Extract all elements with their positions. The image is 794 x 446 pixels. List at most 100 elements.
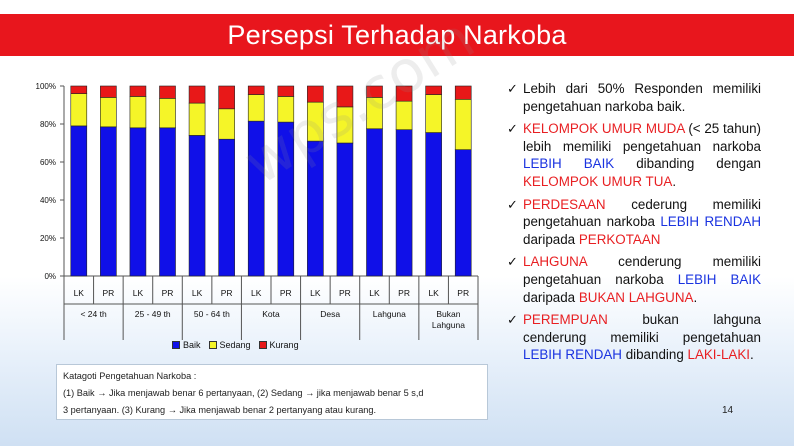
bullet-text: bukan lahguna cenderung memiliki pengeta… [523, 312, 761, 345]
bar-baik-13 [454, 149, 472, 277]
bullet-text: dibanding [621, 347, 688, 363]
bar-sedang-13 [454, 98, 472, 150]
bar-sedang-11 [395, 100, 413, 131]
legend-label: Baik [183, 340, 201, 350]
bullet-text: LEBIH RENDAH [660, 214, 761, 230]
bullet-text: PEREMPUAN [523, 312, 608, 328]
bar-sedang-10 [366, 97, 383, 130]
bar-kurang-10 [366, 85, 383, 98]
group-label: Kota [262, 309, 280, 319]
bullet-text: LAKI-LAKI [687, 347, 751, 363]
bar-kurang-7 [277, 85, 295, 97]
bar-baik-12 [425, 132, 442, 277]
bullet-text: Lebih dari 50% Responden memiliki penget… [523, 81, 761, 114]
bullet-text: (< 25 tahun) lebih memiliki pengetahuan … [523, 121, 761, 154]
group-label: Desa [320, 309, 340, 319]
checkmark-icon: ✓ [507, 312, 518, 328]
bar-sedang-9 [336, 106, 354, 144]
bullet-text: KELOMPOK UMUR TUA [523, 173, 673, 189]
bar-sedang-0 [70, 93, 88, 127]
bar-baik-2 [129, 127, 147, 277]
bar-kurang-8 [307, 85, 324, 103]
legend-label: Sedang [219, 340, 251, 350]
note-line-1: Katagoti Pengetahuan Narkoba : [63, 371, 197, 381]
bullet-item: ✓ LAHGUNA cenderung memiliki pengetahuan … [507, 253, 761, 306]
bar-baik-9 [336, 142, 354, 277]
x-tick-label: LK [133, 288, 144, 298]
x-tick-label: PR [280, 288, 292, 298]
legend-swatch [172, 341, 180, 349]
bar-sedang-3 [159, 98, 176, 129]
group-label: < 24 th [80, 309, 107, 319]
category-note: Katagoti Pengetahuan Narkoba : (1) Baik … [56, 364, 488, 420]
y-tick-label: 40% [40, 196, 56, 205]
bullet-text: . [672, 173, 677, 189]
bullet-item: ✓ Lebih dari 50% Responden memiliki penge… [507, 80, 761, 115]
checkmark-icon: ✓ [507, 196, 518, 212]
bullet-text: . [750, 347, 754, 363]
bar-kurang-4 [188, 85, 206, 104]
bar-sedang-8 [307, 101, 324, 142]
bar-kurang-2 [129, 85, 147, 97]
chart-legend: Baik Sedang Kurang [172, 340, 299, 350]
bar-kurang-6 [247, 85, 265, 95]
legend-item-sedang: Sedang [208, 340, 251, 350]
note-line-3: 3 pertanyaan. (3) Kurang → Jika menjawab… [63, 405, 377, 415]
group-label: 50 - 64 th [194, 309, 230, 319]
x-tick-label: LK [74, 288, 85, 298]
bar-kurang-9 [336, 85, 354, 108]
bullet-text: KELOMPOK UMUR MUDA [523, 121, 685, 137]
x-tick-label: PR [339, 288, 351, 298]
legend-item-kurang: Kurang [258, 340, 299, 350]
bullet-text: cederung memiliki pengetahuan narkoba [523, 196, 761, 230]
x-tick-label: LK [428, 288, 439, 298]
bullet-text: PERDESAAN [523, 196, 606, 212]
group-label: 25 - 49 th [135, 309, 171, 319]
bar-sedang-1 [100, 97, 117, 128]
x-tick-label: LK [251, 288, 262, 298]
bullet-text: dibanding dengan [614, 156, 761, 172]
bar-kurang-0 [70, 85, 88, 94]
x-tick-label: LK [192, 288, 203, 298]
checkmark-icon: ✓ [507, 121, 518, 137]
page-number: 14 [722, 405, 734, 416]
x-tick-label: LK [369, 288, 380, 298]
bullet-text: daripada [523, 231, 579, 247]
bullet-item: ✓ PEREMPUAN bukan lahguna cenderung memil… [507, 311, 761, 364]
checkmark-icon: ✓ [507, 254, 518, 270]
bullet-text: LEBIH BAIK [677, 271, 761, 287]
slide-title: Persepsi Terhadap Narkoba [0, 14, 794, 56]
y-tick-label: 0% [44, 272, 56, 281]
legend-swatch [208, 341, 217, 349]
bullet-text: LEBIH RENDAH [523, 347, 622, 363]
legend-swatch [258, 341, 267, 349]
bar-baik-1 [100, 126, 117, 277]
bullet-list: ✓ Lebih dari 50% Responden memiliki penge… [507, 80, 761, 369]
bullet-text: LAHGUNA [523, 254, 587, 270]
legend-item-baik: Baik [172, 340, 201, 350]
bar-sedang-4 [188, 102, 206, 136]
y-tick-label: 60% [40, 158, 56, 167]
group-label: Lahguna [432, 320, 465, 330]
checkmark-icon: ✓ [507, 81, 518, 96]
y-tick-label: 100% [36, 82, 56, 91]
bullet-text: LEBIH BAIK [523, 156, 615, 172]
bullet-text: . [693, 289, 698, 305]
bar-kurang-11 [395, 85, 413, 102]
bar-baik-8 [307, 140, 324, 277]
bullet-text: cenderung memiliki pengetahuan narkoba [523, 254, 761, 287]
bar-baik-7 [277, 121, 295, 277]
bullet-text: PERKOTAAN [578, 231, 661, 247]
bar-baik-4 [188, 135, 206, 277]
bar-sedang-7 [277, 96, 295, 123]
y-tick-label: 20% [40, 234, 56, 243]
bar-kurang-5 [218, 85, 235, 110]
bar-baik-0 [70, 125, 88, 277]
note-line-2: (1) Baik → Jika menjawab benar 6 pertany… [63, 388, 424, 398]
x-tick-label: PR [102, 288, 114, 298]
bar-baik-11 [395, 129, 413, 277]
y-tick-label: 80% [40, 120, 56, 129]
group-label: Lahguna [373, 309, 406, 319]
bullet-text: daripada [523, 289, 579, 305]
x-tick-label: PR [162, 288, 174, 298]
